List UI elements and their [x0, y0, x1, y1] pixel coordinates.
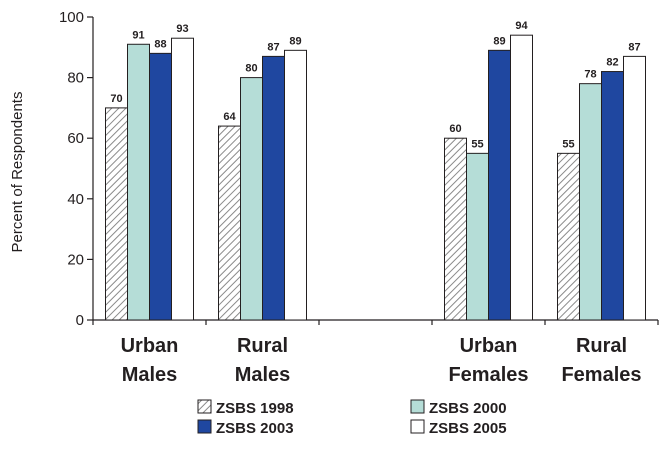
data-label: 89 — [493, 35, 505, 47]
legend-label: ZSBS 1998 — [216, 400, 294, 417]
category-label: Females — [561, 364, 641, 386]
data-label: 55 — [562, 138, 574, 150]
bar — [557, 152, 580, 321]
data-label: 55 — [471, 138, 483, 150]
bar — [284, 49, 307, 321]
legend-label: ZSBS 2005 — [429, 420, 507, 437]
data-label: 89 — [289, 35, 301, 47]
y-tick-label: 20 — [67, 251, 84, 268]
category-label: Rural — [237, 335, 288, 357]
data-label: 91 — [132, 29, 144, 41]
data-label: 88 — [154, 38, 166, 50]
bar — [218, 125, 241, 321]
bar — [149, 52, 172, 321]
bars — [105, 34, 646, 321]
legend-swatch — [197, 399, 212, 414]
data-label: 93 — [176, 23, 188, 35]
y-tick-label: 60 — [67, 130, 84, 147]
legend-swatch — [197, 419, 212, 434]
bar — [127, 43, 150, 321]
y-axis-title: Percent of Respondents — [9, 92, 26, 253]
data-label: 70 — [110, 93, 122, 105]
data-labels: 70 91 88 93 64 80 87 89 60 55 89 94 55 78 82 87 — [110, 20, 640, 150]
bar — [510, 34, 533, 321]
data-label: 87 — [628, 41, 640, 53]
legend-swatch — [410, 399, 425, 414]
bar — [488, 49, 511, 321]
data-label: 60 — [449, 123, 461, 135]
bar — [623, 55, 646, 321]
legend-label: ZSBS 2003 — [216, 420, 294, 437]
bar — [601, 71, 624, 321]
data-label: 82 — [606, 57, 618, 69]
legend-swatch — [410, 419, 425, 434]
y-tick-label: 100 — [59, 9, 84, 26]
category-label: Males — [122, 364, 178, 386]
bar — [262, 55, 285, 321]
data-label: 78 — [584, 69, 596, 81]
y-tick-label: 40 — [67, 191, 84, 208]
bar — [171, 37, 194, 321]
bar — [444, 137, 467, 321]
category-label: Males — [235, 364, 291, 386]
y-tick-label: 0 — [76, 312, 84, 329]
category-label: Females — [448, 364, 528, 386]
category-label: Rural — [576, 335, 627, 357]
y-tick-label: 80 — [67, 70, 84, 87]
data-label: 64 — [223, 111, 236, 123]
category-label: Urban — [460, 335, 518, 357]
legend-label: ZSBS 2000 — [429, 400, 507, 417]
category-label: Urban — [121, 335, 179, 357]
data-label: 87 — [267, 41, 279, 53]
category-labels: Urban Males Rural Males Urban Females Rural Fem… — [121, 335, 642, 386]
bar — [466, 152, 489, 321]
data-label: 80 — [245, 63, 257, 75]
legend: ZSBS 1998 ZSBS 2000 ZSBS 2003 ZSBS 2005 — [197, 399, 507, 437]
data-label: 94 — [515, 20, 528, 32]
bar — [579, 83, 602, 321]
bar — [240, 77, 263, 321]
bar — [105, 107, 128, 321]
